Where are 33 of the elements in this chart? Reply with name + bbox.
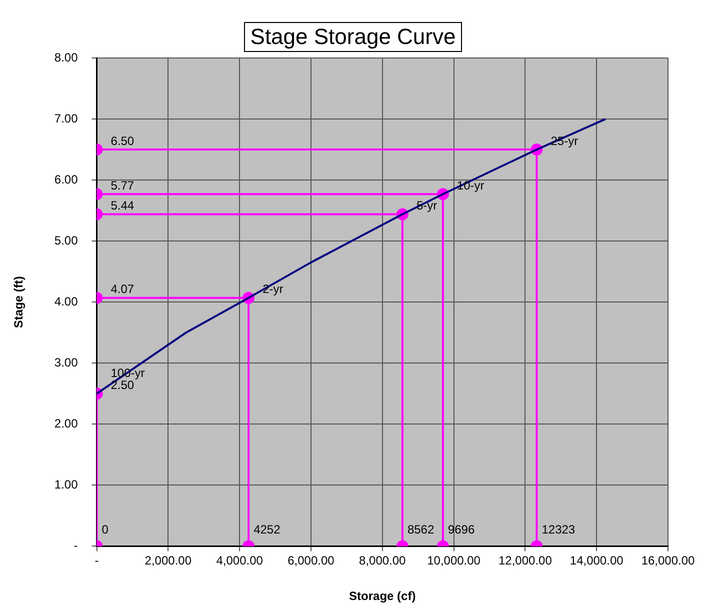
x-axis-title: Storage (cf) [349,589,416,604]
annotation: 2-yr [262,282,284,296]
y-tick-label: 8.00 [54,50,78,64]
annotation: 4.07 [110,282,134,296]
annotation: 5.44 [110,198,134,213]
y-tick-label: 7.00 [54,111,78,126]
annotation: 4252 [254,522,281,537]
annotation: 10-yr [456,178,484,192]
x-tick-label: 8,000.00 [359,554,406,568]
annotation: 0 [102,522,109,537]
x-tick-label: - [94,554,99,568]
y-tick-label: 1.00 [54,477,78,492]
x-tick-label: 6,000.00 [288,554,335,568]
x-tick-label: 10,000.00 [427,554,481,568]
y-axis-title: Stage (ft) [12,276,26,328]
x-tick-label: 16,000.00 [641,554,696,568]
y-tick-label: - [74,538,78,553]
x-tick-label: 4,000.00 [216,554,264,568]
annotation: 2.50 [110,378,134,392]
y-tick-label: 3.00 [54,355,78,370]
x-tick-label: 12,000.00 [498,554,552,568]
annotation: 12323 [542,522,576,537]
x-tick-label: 2,000.00 [144,554,192,568]
y-tick-label: 4.00 [54,294,78,308]
annotation: 5-yr [416,198,438,213]
annotation: 5.77 [110,178,134,192]
chart-title: Stage Storage Curve [244,22,462,52]
y-tick-label: 2.00 [54,416,78,430]
y-tick-label: 5.00 [54,233,78,248]
annotation: 6.50 [110,134,134,148]
annotation: 8562 [407,522,434,537]
y-tick-label: 6.00 [54,172,78,186]
x-tick-label: 14,000.00 [570,554,624,568]
